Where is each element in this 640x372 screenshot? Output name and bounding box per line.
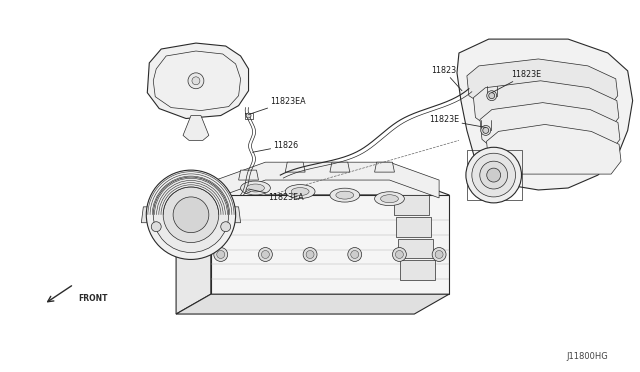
Polygon shape <box>399 238 433 259</box>
Polygon shape <box>176 294 449 314</box>
Circle shape <box>151 222 161 232</box>
Polygon shape <box>176 195 211 314</box>
Text: 11823: 11823 <box>431 66 462 91</box>
Polygon shape <box>330 162 350 172</box>
Polygon shape <box>147 43 248 119</box>
Circle shape <box>472 153 516 197</box>
Polygon shape <box>474 81 619 131</box>
Text: 11823EA: 11823EA <box>248 189 304 202</box>
Circle shape <box>480 161 508 189</box>
Ellipse shape <box>330 188 360 202</box>
Circle shape <box>246 113 251 118</box>
Circle shape <box>487 91 497 101</box>
Text: 11823E: 11823E <box>429 115 486 128</box>
Polygon shape <box>486 125 621 174</box>
Text: 11823E: 11823E <box>492 70 541 93</box>
Polygon shape <box>457 39 633 190</box>
Circle shape <box>303 247 317 262</box>
Ellipse shape <box>336 191 354 199</box>
Circle shape <box>396 250 403 259</box>
Circle shape <box>217 250 225 259</box>
Polygon shape <box>480 103 620 152</box>
Text: FRONT: FRONT <box>78 294 108 303</box>
Circle shape <box>392 247 406 262</box>
Text: 11826: 11826 <box>253 141 298 152</box>
Circle shape <box>306 250 314 259</box>
Polygon shape <box>211 175 449 215</box>
Circle shape <box>246 187 251 192</box>
Circle shape <box>481 125 491 135</box>
Polygon shape <box>401 260 435 280</box>
Ellipse shape <box>246 184 264 192</box>
Circle shape <box>466 147 522 203</box>
Circle shape <box>163 187 219 243</box>
Circle shape <box>214 247 228 262</box>
Ellipse shape <box>374 192 404 206</box>
Polygon shape <box>285 162 305 172</box>
Polygon shape <box>239 170 259 180</box>
Circle shape <box>348 247 362 262</box>
Polygon shape <box>211 195 449 294</box>
Circle shape <box>221 222 230 232</box>
Circle shape <box>483 128 489 134</box>
Ellipse shape <box>381 195 399 203</box>
Ellipse shape <box>241 181 270 195</box>
Polygon shape <box>394 195 429 215</box>
Circle shape <box>147 170 236 259</box>
Circle shape <box>487 168 500 182</box>
Ellipse shape <box>285 185 315 199</box>
Circle shape <box>432 247 446 262</box>
Polygon shape <box>374 162 394 172</box>
Polygon shape <box>183 116 209 140</box>
Polygon shape <box>216 162 439 198</box>
Circle shape <box>153 177 228 253</box>
Ellipse shape <box>291 187 309 196</box>
Text: 11823EA: 11823EA <box>248 97 306 115</box>
Circle shape <box>192 77 200 85</box>
Circle shape <box>489 93 495 99</box>
Circle shape <box>435 250 443 259</box>
Circle shape <box>188 73 204 89</box>
Text: J11800HG: J11800HG <box>566 352 608 361</box>
Circle shape <box>259 247 273 262</box>
Circle shape <box>351 250 358 259</box>
Polygon shape <box>141 207 241 223</box>
Polygon shape <box>467 59 618 109</box>
Circle shape <box>262 250 269 259</box>
Polygon shape <box>396 217 431 237</box>
Circle shape <box>173 197 209 232</box>
